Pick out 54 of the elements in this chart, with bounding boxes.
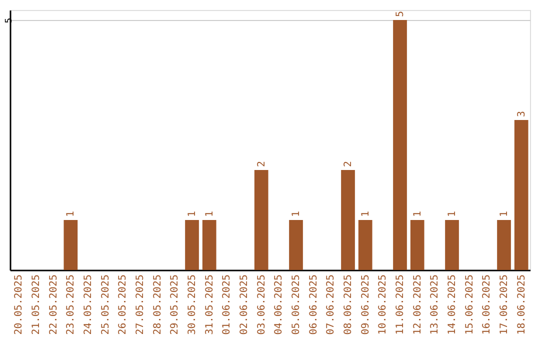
x-tick-label: 06.06.2025 (308, 274, 320, 335)
x-tick-label: 04.06.2025 (274, 274, 285, 335)
bar (185, 220, 199, 270)
x-tick-label: 09.06.2025 (360, 274, 372, 335)
bar (393, 20, 407, 270)
x-tick-label: 01.06.2025 (222, 274, 233, 335)
x-tick-label: 23.05.2025 (66, 274, 77, 335)
x-tick-label: 17.06.2025 (499, 274, 510, 335)
data-label: 1 (447, 210, 458, 217)
x-tick-label: 12.06.2025 (412, 274, 424, 335)
data-label: 5 (395, 10, 406, 17)
bar (445, 220, 459, 270)
bar (64, 220, 78, 270)
data-label: 3 (516, 110, 528, 117)
data-label: 1 (204, 210, 216, 217)
data-label: 1 (291, 210, 302, 217)
x-tick-label: 27.05.2025 (135, 274, 146, 335)
data-label: 1 (499, 210, 510, 217)
x-tick-label: 05.06.2025 (291, 274, 302, 335)
bar (514, 120, 528, 270)
x-tick-label: 16.06.2025 (482, 274, 493, 335)
x-tick-label: 21.05.2025 (31, 274, 42, 335)
x-tick-label: 11.06.2025 (395, 274, 406, 335)
data-label: 2 (343, 160, 354, 167)
x-tick-label: 25.05.2025 (100, 274, 112, 335)
x-tick-label: 20.05.2025 (14, 274, 25, 335)
data-label: 1 (66, 210, 77, 217)
bar (497, 220, 511, 270)
x-tick-label: 29.05.2025 (170, 274, 181, 335)
data-label: 1 (360, 210, 372, 217)
x-tick-label: 28.05.2025 (152, 274, 164, 335)
bar (410, 220, 424, 270)
x-tick-label: 07.06.2025 (326, 274, 337, 335)
x-tick-label: 02.06.2025 (239, 274, 250, 335)
bar (358, 220, 372, 270)
x-tick-label: 24.05.2025 (83, 274, 94, 335)
x-tick-label: 03.06.2025 (256, 274, 268, 335)
data-label: 2 (256, 160, 268, 167)
x-tick-label: 14.06.2025 (447, 274, 458, 335)
x-tick-label: 08.06.2025 (343, 274, 354, 335)
x-tick-label: 10.06.2025 (378, 274, 389, 335)
x-tick-label: 18.06.2025 (516, 274, 528, 335)
data-label: 1 (187, 210, 198, 217)
x-tick-label: 31.05.2025 (204, 274, 216, 335)
x-tick-label: 13.06.2025 (430, 274, 441, 335)
bar (341, 170, 355, 270)
x-tick-label: 22.05.2025 (48, 274, 60, 335)
bar (289, 220, 303, 270)
x-tick-label: 15.06.2025 (464, 274, 476, 335)
bar (254, 170, 268, 270)
data-label: 1 (412, 210, 424, 217)
x-tick-label: 30.05.2025 (187, 274, 198, 335)
bar (202, 220, 216, 270)
x-tick-label: 26.05.2025 (118, 274, 129, 335)
